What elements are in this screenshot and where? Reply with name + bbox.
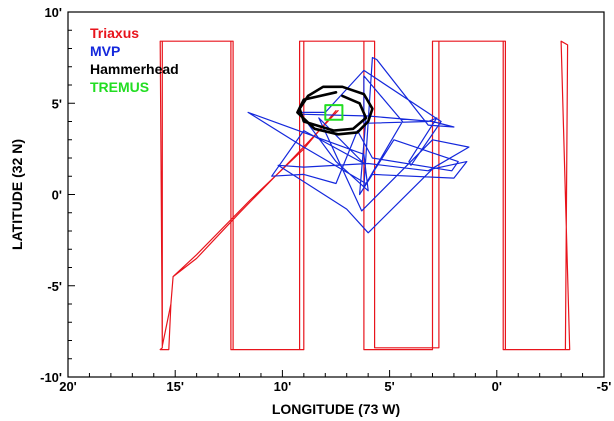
y-tick-label: 5': [52, 96, 62, 111]
series-line-tremus: [324, 104, 344, 121]
series-line-triaxus: [159, 40, 571, 351]
x-tick-label: 20': [59, 379, 77, 394]
x-axis-label: LONGITUDE (73 W): [272, 401, 400, 417]
x-tick-label: 5': [384, 379, 394, 394]
x-tick-label: -5': [597, 379, 612, 394]
x-tick-label: 0': [492, 379, 502, 394]
legend-entry-triaxus: Triaxus: [90, 25, 139, 41]
series-line-mvp: [247, 56, 470, 234]
x-tick-label: 10': [274, 379, 292, 394]
y-axis-label: LATITUDE (32 N): [9, 139, 25, 250]
y-tick-label: 10': [44, 5, 62, 20]
series-layer: [159, 40, 571, 351]
legend-entry-mvp: MVP: [90, 43, 120, 59]
y-tick-label: -5': [47, 279, 62, 294]
series-line-hammerhead: [296, 85, 374, 136]
ticks-layer: 20' 15' 10' 5' 0' -5' 10' 5' 0' -5' -10': [40, 5, 611, 394]
legend: Triaxus MVP Hammerhead TREMUS: [90, 25, 179, 95]
x-tick-label: 15': [166, 379, 184, 394]
legend-entry-tremus: TREMUS: [90, 79, 149, 95]
y-tick-label: -10': [40, 370, 62, 385]
legend-entry-hammerhead: Hammerhead: [90, 61, 179, 77]
y-tick-label: 0': [52, 188, 62, 203]
